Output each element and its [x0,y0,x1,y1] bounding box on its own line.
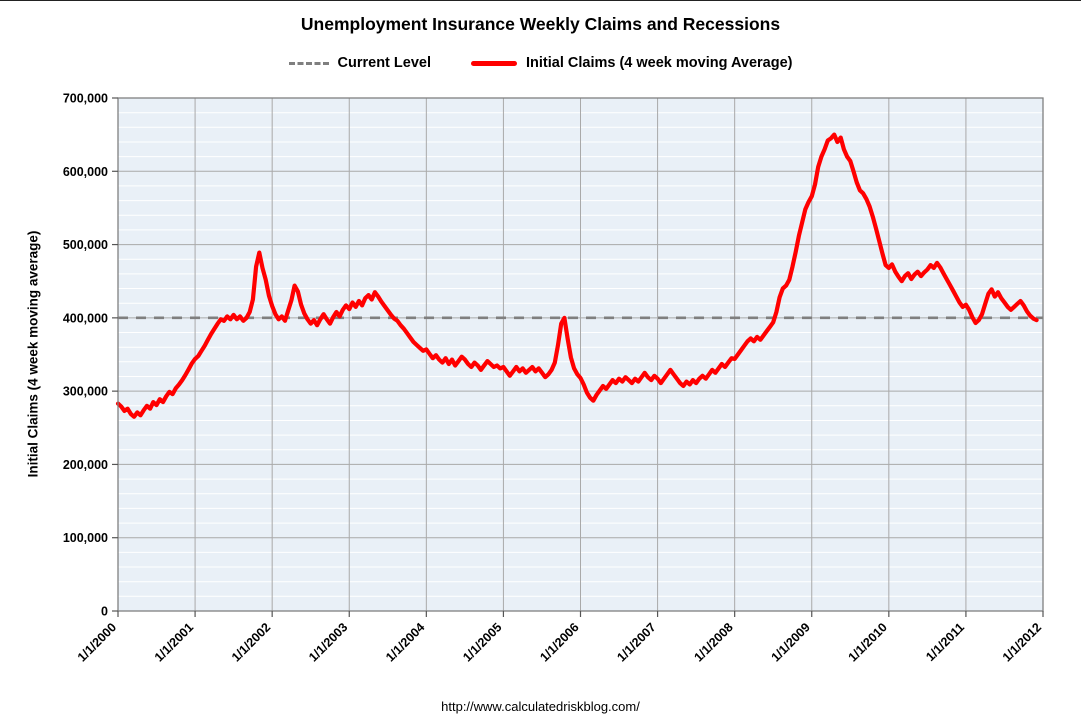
svg-text:1/1/2011: 1/1/2011 [923,620,967,664]
svg-text:1/1/2008: 1/1/2008 [691,620,735,664]
svg-text:1/1/2005: 1/1/2005 [460,620,504,664]
svg-text:1/1/2007: 1/1/2007 [614,620,658,664]
chart-legend: Current Level Initial Claims (4 week mov… [0,55,1081,71]
svg-text:100,000: 100,000 [63,531,108,545]
svg-text:400,000: 400,000 [63,311,108,325]
source-url: http://www.calculatedriskblog.com/ [441,699,640,714]
svg-text:1/1/2009: 1/1/2009 [769,620,813,664]
svg-text:1/1/2004: 1/1/2004 [383,620,427,664]
svg-text:200,000: 200,000 [63,458,108,472]
svg-text:1/1/2010: 1/1/2010 [846,620,890,664]
dashed-line-swatch [288,61,329,65]
svg-text:600,000: 600,000 [63,165,108,179]
svg-text:1/1/2002: 1/1/2002 [229,620,273,664]
svg-text:1/1/2001: 1/1/2001 [152,620,196,664]
legend-label-current-level: Current Level [337,55,431,71]
svg-text:1/1/2003: 1/1/2003 [306,620,350,664]
legend-item-initial-claims: Initial Claims (4 week moving Average) [471,55,792,71]
svg-text:1/1/2000: 1/1/2000 [75,620,119,664]
svg-text:0: 0 [101,605,108,619]
svg-text:700,000: 700,000 [63,92,108,106]
svg-text:300,000: 300,000 [63,385,108,399]
svg-text:1/1/2012: 1/1/2012 [1000,620,1044,664]
red-line-swatch [471,60,517,66]
legend-label-initial-claims: Initial Claims (4 week moving Average) [526,55,793,71]
legend-item-current-level: Current Level [288,55,431,71]
svg-text:500,000: 500,000 [63,238,108,252]
svg-text:1/1/2006: 1/1/2006 [537,620,581,664]
chart-title: Unemployment Insurance Weekly Claims and… [300,14,781,34]
